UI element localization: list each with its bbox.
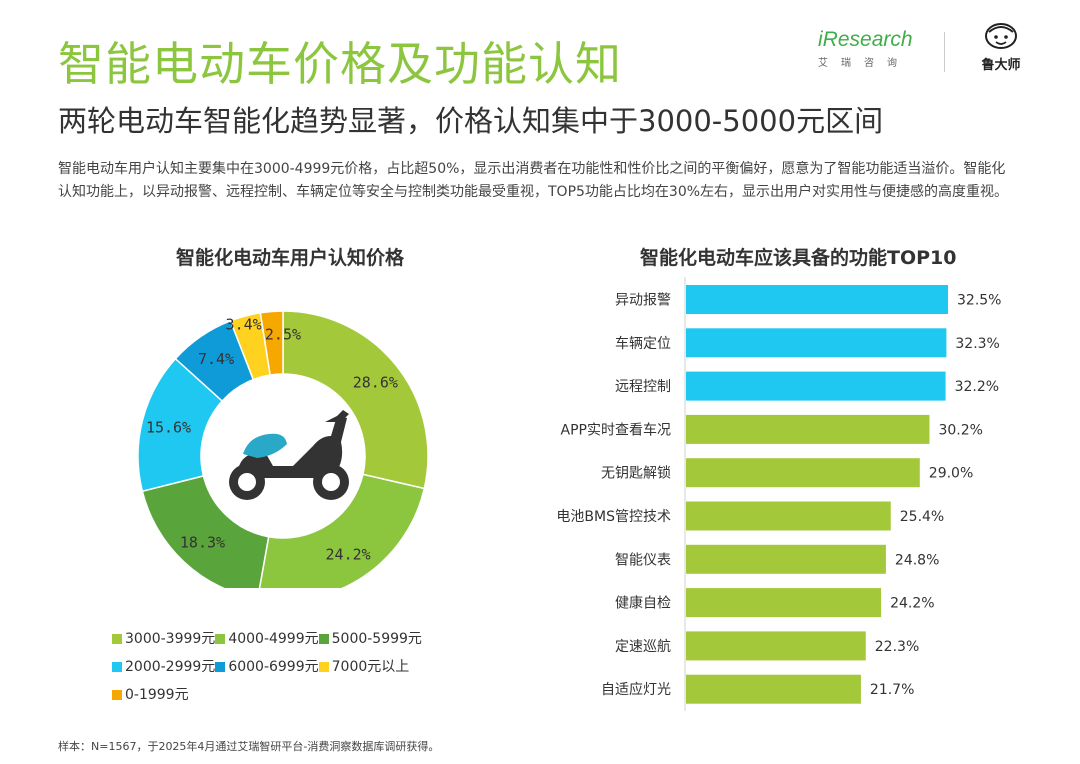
bar-value-label: 32.2% <box>955 379 999 395</box>
ludashi-face-icon <box>985 23 1017 49</box>
legend-item: 0-1999元 <box>112 684 189 704</box>
description-text: 智能电动车用户认知主要集中在3000-4999元价格，占比超50%，显示出消费者… <box>58 161 1009 200</box>
legend-item: 5000-5999元 <box>318 628 422 648</box>
price-donut-chart: 28.6% 24.2% 18.3% 15.6% 7.4% 3.4%2.5% <box>137 310 429 588</box>
page-subtitle: 两轮电动车智能化趋势显著，价格认知集中于3000-5000元区间 <box>58 104 884 138</box>
bar <box>686 501 891 531</box>
donut-slice-label: 28.6% <box>353 374 398 392</box>
legend-row: 2000-2999元 6000-6999元 7000元以上 <box>112 656 492 684</box>
legend-item: 6000-6999元 <box>215 656 319 676</box>
donut-slice-label: 3.4% <box>226 315 262 333</box>
bar <box>686 285 948 314</box>
bar-category-label: 自适应灯光 <box>601 681 671 698</box>
bar <box>686 588 882 618</box>
bar <box>686 544 886 574</box>
legend-swatch <box>215 662 226 672</box>
bar-chart-title: 智能化电动车应该具备的功能TOP10 <box>640 247 957 269</box>
legend-item: 7000元以上 <box>318 656 410 676</box>
legend-swatch <box>318 634 329 644</box>
bar-category-label: APP实时查看车况 <box>561 421 671 438</box>
legend-swatch <box>318 662 329 672</box>
legend-label: 4000-4999元 <box>228 631 319 647</box>
bar-value-label: 21.7% <box>870 682 914 698</box>
bar-value-label: 30.2% <box>938 422 982 438</box>
page-title: 智能电动车价格及功能认知 <box>58 37 622 91</box>
bar <box>686 371 946 401</box>
legend-swatch <box>112 662 122 672</box>
bar-category-label: 智能仪表 <box>615 552 671 568</box>
bar-value-label: 32.5% <box>957 293 1001 309</box>
legend-swatch <box>112 690 122 700</box>
legend-label: 3000-3999元 <box>125 631 216 647</box>
donut-slice-label: 2.5% <box>265 325 301 343</box>
ludashi-logo-text: 鲁大师 <box>981 58 1021 73</box>
bar-value-label: 29.0% <box>929 466 973 482</box>
donut-legend: 3000-3999元 4000-4999元 5000-5999元 2000-2999元… <box>112 628 492 712</box>
donut-chart-title: 智能化电动车用户认知价格 <box>176 247 405 269</box>
bar-value-label: 32.3% <box>955 336 999 352</box>
scooter-icon <box>229 410 349 500</box>
bar-value-label: 24.8% <box>895 552 939 568</box>
legend-label: 6000-6999元 <box>228 659 319 675</box>
iresearch-logo-sub: 艾瑞咨询 <box>818 58 910 69</box>
legend-label: 0-1999元 <box>125 687 189 703</box>
bar-value-label: 22.3% <box>875 639 919 655</box>
bar-category-label: 健康自检 <box>615 595 671 612</box>
bar-category-label: 定速巡航 <box>615 639 671 655</box>
bar-value-label: 25.4% <box>900 509 944 525</box>
bar <box>686 414 930 444</box>
donut-slice-label: 24.2% <box>326 545 371 563</box>
legend-label: 7000元以上 <box>331 659 410 675</box>
legend-item: 2000-2999元 <box>112 656 215 676</box>
ludashi-logo: 鲁大师 <box>972 22 1030 73</box>
logo-divider <box>944 32 945 72</box>
bar-value-label: 24.2% <box>890 596 934 612</box>
bar-category-label: 异动报警 <box>615 293 671 309</box>
bar <box>686 674 861 704</box>
legend-label: 5000-5999元 <box>331 631 422 647</box>
donut-slice-label: 18.3% <box>180 533 225 551</box>
donut-slice-label: 15.6% <box>146 418 191 436</box>
legend-row: 3000-3999元 4000-4999元 5000-5999元 <box>112 628 492 656</box>
bar-category-label: 无钥匙解锁 <box>601 466 671 482</box>
legend-swatch <box>112 634 122 644</box>
footnote: 样本：N=1567，于2025年4月通过艾瑞智研平台-消费洞察数据库调研获得。 <box>58 740 440 753</box>
legend-item: 4000-4999元 <box>215 628 319 648</box>
iresearch-logo-word: iResearch <box>818 28 913 51</box>
features-bar-chart: 异动报警 32.5% 车辆定位 32.3% 远程控制 32.2% APP实时查看车况 30.2… <box>556 277 1001 711</box>
iresearch-logo: iResearch 艾瑞咨询 <box>818 28 928 76</box>
bar <box>686 458 920 488</box>
legend-row: 0-1999元 <box>112 684 492 712</box>
legend-label: 2000-2999元 <box>125 659 216 675</box>
bar-category-label: 电池BMS管控技术 <box>556 509 671 525</box>
legend-swatch <box>215 634 226 644</box>
bar-category-label: 远程控制 <box>615 379 671 395</box>
bar <box>686 631 866 661</box>
bar <box>686 328 947 358</box>
legend-item: 3000-3999元 <box>112 628 215 648</box>
bar-category-label: 车辆定位 <box>615 335 671 352</box>
donut-slice-label: 7.4% <box>198 350 234 368</box>
